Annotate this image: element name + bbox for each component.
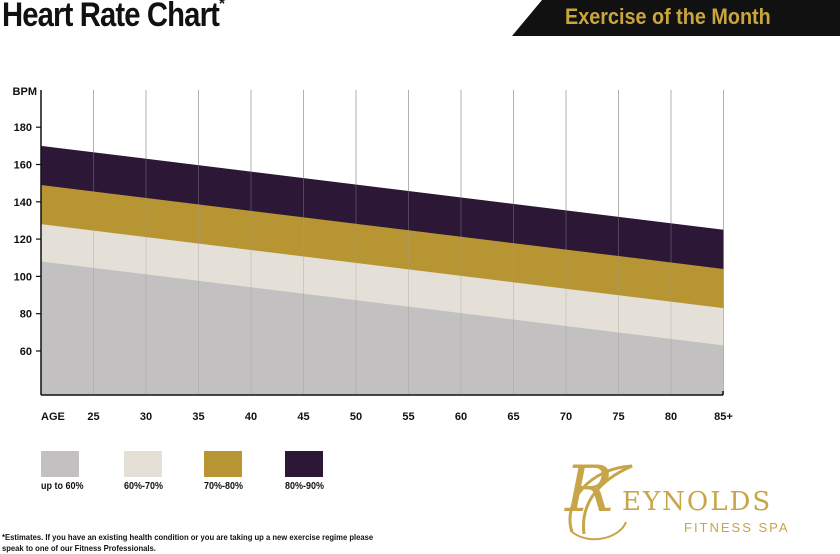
y-tick-label: 100 — [14, 271, 32, 283]
legend-swatch-zone4 — [285, 451, 323, 477]
legend-swatch-zone3 — [204, 451, 242, 477]
y-tick-label: 60 — [20, 346, 32, 358]
x-tick-label: 40 — [245, 411, 257, 423]
y-axis-label: BPM — [13, 86, 37, 98]
x-tick-label: 65 — [507, 411, 519, 423]
banner-background — [512, 0, 840, 36]
x-tick-label: 75 — [612, 411, 624, 423]
legend-swatch-zone2 — [124, 451, 162, 477]
banner-title: Exercise of the Month — [565, 4, 771, 29]
y-tick-label: 80 — [20, 309, 32, 321]
x-tick-label: 70 — [560, 411, 572, 423]
page-title: Heart Rate Chart* — [2, 0, 225, 35]
y-tick-label: 180 — [14, 122, 32, 134]
x-tick-label: 55 — [402, 411, 414, 423]
x-tick-label: 50 — [350, 411, 362, 423]
logo-name: EYNOLDS — [622, 487, 773, 517]
x-tick-label: 35 — [192, 411, 204, 423]
x-axis-label: AGE — [41, 411, 65, 423]
legend-swatch-zone1 — [41, 451, 79, 477]
footnote: *Estimates. If you have an existing heal… — [2, 532, 374, 553]
title-asterisk: * — [218, 0, 225, 14]
logo-subtitle: FITNESS SPA — [684, 520, 790, 535]
x-tick-label: 60 — [455, 411, 467, 423]
x-tick-label: 45 — [297, 411, 309, 423]
x-tick-label: 80 — [665, 411, 677, 423]
x-tick-label: 30 — [140, 411, 152, 423]
legend-label-zone2: 60%-70% — [124, 481, 164, 492]
x-tick-label: 85+ — [714, 411, 733, 423]
y-tick-label: 160 — [14, 160, 32, 172]
title-text: Heart Rate Chart — [2, 0, 220, 34]
area-up-to-60- — [41, 261, 724, 395]
legend-label-zone4: 80%-90% — [285, 481, 325, 492]
x-tick-label: 25 — [87, 411, 99, 423]
legend-label-zone1: up to 60% — [41, 481, 84, 492]
legend-label-zone3: 70%-80% — [204, 481, 244, 492]
heart-rate-chart: 60 80 100 120 140 160 180 BPM AGE 25 30 35 40 45 50 55 6… — [13, 86, 733, 423]
y-tick-label: 140 — [14, 197, 32, 209]
logo-flourish — [568, 464, 633, 541]
y-tick-label: 120 — [14, 234, 32, 246]
logo-initial: R — [565, 453, 614, 527]
